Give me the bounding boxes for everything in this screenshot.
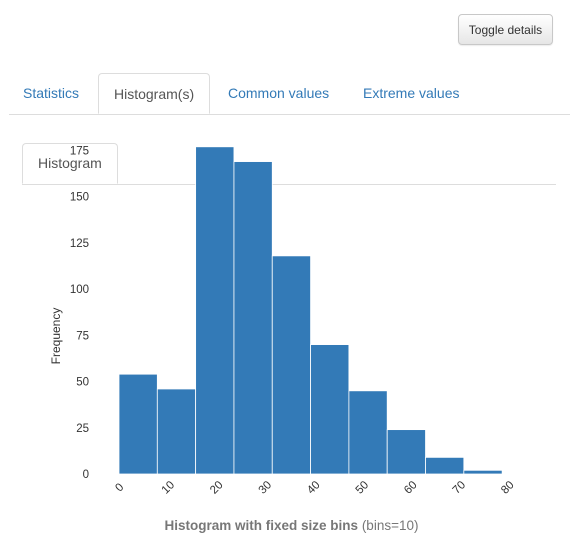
y-tick-label: 75 [76,330,89,342]
histogram-subtabs: Histogram [22,143,556,185]
x-tick-label: 0 [113,481,126,494]
y-tick-label: 0 [83,469,89,481]
chart-caption: Histogram with fixed size bins (bins=10) [0,518,583,533]
tab-statistics[interactable]: Statistics [23,85,80,101]
x-tick-label: 30 [257,479,275,497]
subtab-histogram[interactable]: Histogram [22,143,118,184]
y-tick-label: 175 [70,145,89,157]
main-tabs: Statistics Histogram(s) Common values Ex… [9,73,570,115]
toggle-details-button[interactable]: Toggle details [458,14,553,45]
caption-title: Histogram with fixed size bins [164,518,359,533]
y-tick-label: 25 [76,423,89,435]
x-tick-label: 50 [354,479,372,497]
y-tick-label: 150 [70,192,89,204]
y-tick-label: 125 [70,238,89,250]
tab-histograms[interactable]: Histogram(s) [98,73,211,114]
y-tick-label: 100 [70,284,89,296]
x-tick-label: 10 [160,479,178,497]
x-tick-label: 40 [305,479,323,497]
histogram-bar [310,344,350,475]
histogram-bar [463,469,503,475]
histogram-bar [348,390,388,475]
y-tick-label: 50 [76,377,89,389]
histogram-bar [425,456,465,475]
x-tick-label: 80 [499,479,517,497]
histogram-bar [271,255,311,475]
histogram-bar [118,373,158,475]
histogram-bar [156,388,197,475]
tab-common-values[interactable]: Common values [228,85,330,101]
histogram-bar [386,429,426,475]
caption-params: (bins=10) [361,518,419,533]
tab-extreme-values[interactable]: Extreme values [363,85,460,101]
x-tick-label: 60 [402,479,420,497]
histogram-bar [195,146,235,475]
x-tick-label: 20 [208,479,226,497]
histogram-bar [233,161,273,475]
y-axis-label: Frequency [49,308,63,365]
x-tick-label: 70 [451,479,469,497]
